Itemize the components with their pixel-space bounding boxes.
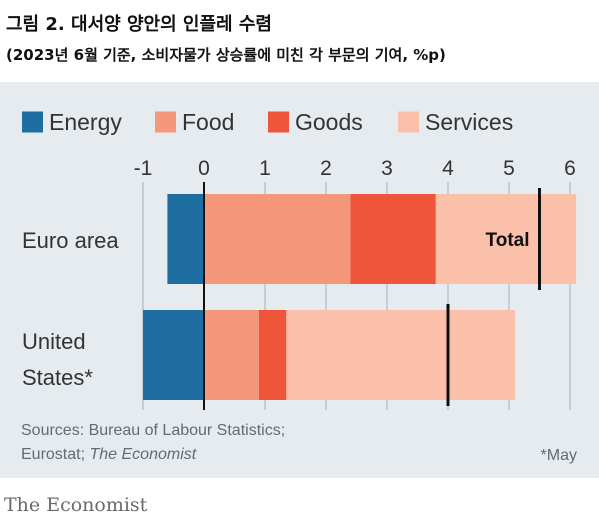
bar-united-states-goods [258, 310, 287, 400]
bar-united-states-food [204, 310, 259, 400]
legend: Energy Food Goods Services [22, 109, 513, 135]
tick-label-4: 4 [442, 157, 454, 180]
tick-label-3: 3 [381, 157, 393, 180]
category-label-united-states-line-1: United [22, 329, 86, 354]
source-prefix: Eurostat; [21, 446, 90, 463]
tick-label-6: 6 [564, 157, 576, 180]
category-label-euro-area-line-1: Euro area [22, 228, 119, 253]
legend-label-goods: Goods [295, 109, 363, 135]
legend-swatch-energy [22, 111, 43, 133]
category-label-united-states-line-2: States* [22, 365, 93, 390]
source-line-2: Eurostat; The Economist [21, 446, 196, 464]
chart-title: 그림 2. 대서양 양안의 인플레 수렴 [6, 14, 272, 35]
total-label: Total [486, 230, 530, 251]
tick-label-2: 2 [320, 157, 332, 180]
category-labels: Euro area United States* [22, 228, 119, 390]
legend-label-services: Services [425, 109, 513, 135]
tick-label-5: 5 [503, 157, 515, 180]
bar-euro-area-services [435, 194, 577, 284]
bar-euro-area-energy [167, 194, 204, 284]
legend-swatch-goods [268, 111, 289, 133]
bar-united-states-services [286, 310, 516, 400]
bar-united-states-energy [143, 310, 204, 400]
footnote: *May [540, 447, 577, 464]
economist-logo: The Economist [4, 494, 148, 516]
bars [143, 194, 577, 400]
bar-chart: Energy Food Goods Services -1 0 1 2 3 4 5 6 Total … [22, 109, 577, 410]
totals: Total [446, 188, 541, 406]
source-italic: The Economist [89, 446, 197, 463]
x-axis-ticks: -1 0 1 2 3 4 5 6 [134, 157, 576, 180]
legend-swatch-food [155, 111, 176, 133]
tick-label-0: 0 [198, 157, 210, 180]
legend-label-food: Food [182, 109, 234, 135]
bar-euro-area-food [204, 194, 351, 284]
legend-label-energy: Energy [49, 109, 122, 135]
legend-swatch-services [398, 111, 419, 133]
source-line-1: Sources: Bureau of Labour Statistics; [21, 422, 286, 439]
chart-subtitle: (2023년 6월 기준, 소비자물가 상승률에 미친 각 부문의 기여, %p… [6, 46, 446, 64]
tick-label-1: 1 [259, 157, 271, 180]
tick-label-1: -1 [134, 157, 153, 180]
bar-euro-area-goods [350, 194, 436, 284]
